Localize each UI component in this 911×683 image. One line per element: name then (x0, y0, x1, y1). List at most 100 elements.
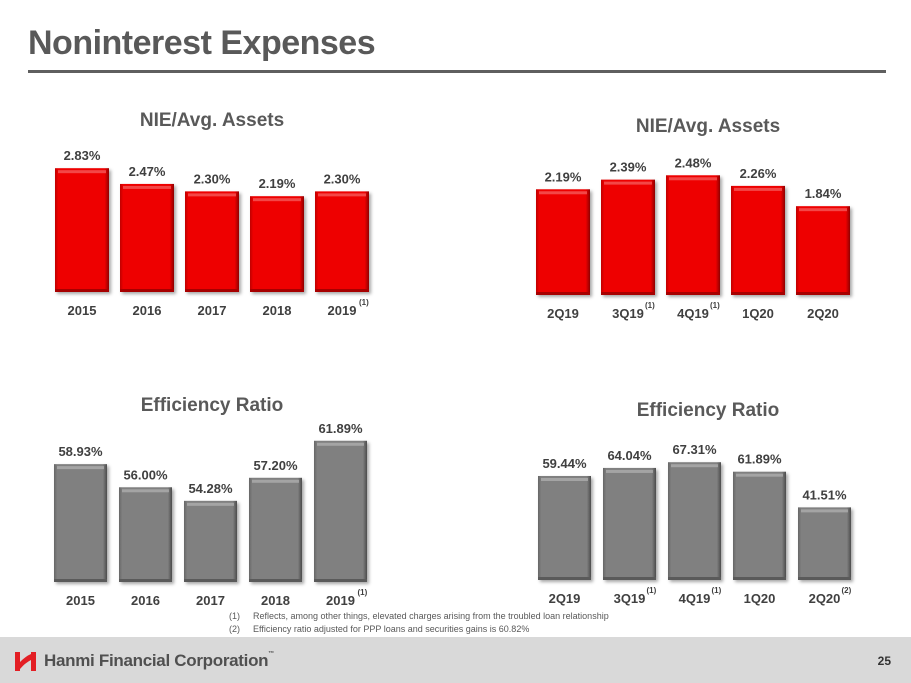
value-label: 2.19% (545, 169, 582, 184)
chart-title: NIE/Avg. Assets (635, 116, 781, 137)
bar-base-shade (731, 292, 785, 295)
bar (120, 183, 174, 292)
category-label: 2016 (133, 303, 162, 318)
page-number: 25 (877, 654, 891, 668)
value-label: 54.28% (188, 481, 233, 496)
bar-group-2q20: 1.84% 2Q20 (796, 186, 850, 321)
bar-group-1q20: 2.26% 1Q20 (731, 166, 785, 321)
company-name-text: Hanmi Financial Corporation (44, 651, 269, 670)
bar-base-shade (250, 289, 304, 292)
value-label: 67.31% (672, 442, 717, 457)
category-label: 2015 (66, 593, 95, 608)
bar (55, 168, 109, 292)
bar-base-shade (601, 292, 655, 295)
bar-highlight (123, 185, 171, 189)
trademark-symbol: ™ (268, 651, 274, 657)
bar-group-4q19: 67.31% 4Q19(1) (668, 442, 722, 606)
chart-title: Efficiency Ratio (140, 395, 284, 416)
bar-highlight (188, 193, 236, 197)
category-label: 4Q19 (677, 306, 709, 321)
bar (315, 191, 369, 292)
value-label: 56.00% (123, 467, 168, 482)
chart-svg: 2.83% 2015 2.47% 2016 2.30% 2017 2.19% 2018 2.30… (55, 148, 369, 318)
bar-highlight (318, 193, 366, 197)
bar-group-2018: 57.20% 2018 (249, 458, 302, 608)
bar (314, 440, 367, 582)
bar-group-2019: 2.30% 2019(1) (315, 171, 369, 318)
bar (249, 477, 302, 582)
bar (184, 500, 237, 582)
category-label: 2017 (198, 303, 227, 318)
value-label: 2.30% (194, 171, 231, 186)
footnote-marker: (1) (710, 301, 720, 310)
bar-base-shade (185, 289, 239, 292)
footnote-text: Efficiency ratio adjusted for PPP loans … (253, 624, 530, 634)
bar-group-2015: 2.83% 2015 (55, 148, 109, 318)
bar-highlight (669, 177, 717, 181)
bar-group-2017: 2.30% 2017 (185, 171, 239, 318)
chart-svg: 59.44%2Q1964.04%3Q19(1)67.31%4Q19(1)61.8… (538, 442, 852, 606)
category-label: 2Q19 (547, 306, 579, 321)
bar-highlight (799, 208, 847, 212)
bar-group-2q20: 41.51% 2Q20(2) (798, 487, 852, 606)
value-label: 2.19% (259, 176, 296, 191)
bar-base-shade (54, 579, 107, 582)
bar-base-shade (666, 292, 720, 295)
bar-highlight (541, 477, 588, 481)
bar-highlight (187, 502, 234, 506)
chart-svg: 2.19% 2Q19 2.39%3Q19(1) 2.48% 4Q19(1) 2.26%1Q… (536, 155, 850, 321)
bar-group-2q19: 2.19% 2Q19 (536, 169, 590, 321)
bar-base-shade (536, 292, 590, 295)
bar-highlight (252, 479, 299, 483)
chart-nie-quarterly: NIE/Avg. Assets 2.19% 2Q19 2.39% 3Q19 (1) 2.4… (520, 105, 900, 345)
bar (603, 467, 656, 580)
category-label: 2Q19 (549, 591, 581, 606)
bar (250, 196, 304, 292)
footnote-1: (1) Reflects, among other things, elevate… (229, 610, 609, 623)
footnote-2: (2) Efficiency ratio adjusted for PPP loa… (229, 623, 609, 636)
bar-group-2015: 58.93% 2015 (54, 444, 107, 608)
category-label: 2019 (326, 593, 355, 608)
value-label: 2.26% (740, 166, 777, 181)
value-label: 61.89% (737, 452, 782, 467)
hanmi-logo-icon (15, 652, 36, 671)
bar-base-shade (668, 577, 721, 580)
bar-base-shade (119, 579, 172, 582)
value-label: 1.84% (805, 186, 842, 201)
bar-highlight (606, 469, 653, 473)
bar-highlight (539, 191, 587, 195)
bar-highlight (253, 198, 301, 202)
bar (796, 206, 850, 295)
bar-base-shade (55, 289, 109, 292)
bar (54, 464, 107, 582)
bar-group-2018: 2.19% 2018 (250, 176, 304, 318)
footnote-marker: (1) (647, 586, 657, 595)
bar-base-shade (249, 579, 302, 582)
category-label: 2019 (328, 303, 357, 318)
category-label: 1Q20 (744, 591, 776, 606)
category-label: 2Q20 (809, 591, 841, 606)
chart-efficiency-quarterly: Efficiency Ratio 59.44% 2Q19 64.04% 3Q19 (1)… (520, 390, 900, 630)
chart-efficiency-annual: Efficiency Ratio 58.93% 2015 56.00% 2016 54.… (40, 390, 420, 630)
bar-highlight (122, 489, 169, 493)
value-label: 2.48% (675, 155, 712, 170)
bar-highlight (801, 509, 848, 513)
value-label: 2.39% (610, 160, 647, 175)
bar-group-3q19: 2.39% 3Q19(1) (601, 160, 655, 321)
bar-base-shade (314, 579, 367, 582)
bar-base-shade (733, 577, 786, 580)
category-label: 2018 (263, 303, 292, 318)
value-label: 59.44% (542, 456, 587, 471)
bar-highlight (57, 466, 104, 470)
footnotes: (1) Reflects, among other things, elevate… (229, 610, 609, 636)
bar-base-shade (798, 577, 851, 580)
value-label: 41.51% (802, 487, 847, 502)
category-label: 2015 (68, 303, 97, 318)
bar-highlight (58, 170, 106, 174)
footnote-marker: (1) (358, 588, 368, 597)
bar (538, 475, 591, 580)
bar (733, 471, 786, 580)
bar-base-shade (603, 577, 656, 580)
bar-base-shade (120, 289, 174, 292)
bar-highlight (671, 464, 718, 468)
